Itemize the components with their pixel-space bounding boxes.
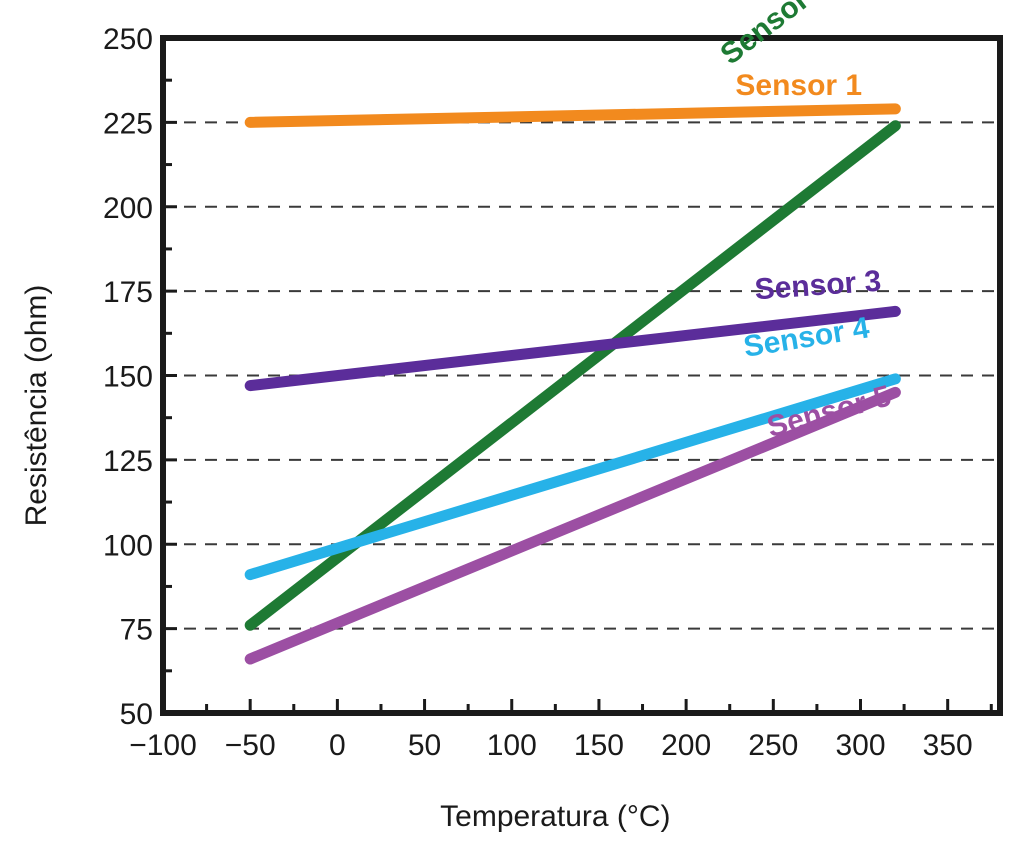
y-tick-label: 200 — [103, 192, 153, 225]
x-tick-label: 200 — [661, 729, 711, 762]
series-line — [244, 305, 901, 392]
x-tick-label: 250 — [748, 729, 798, 762]
x-tick-label: 300 — [835, 729, 885, 762]
series-line — [244, 373, 901, 581]
x-axis-ticks: −100 −50 0 50 100 150 200 250 300 350 — [129, 699, 993, 762]
series-label: Sensor 1 — [735, 69, 862, 102]
y-tick-label: 250 — [103, 23, 153, 56]
x-tick-label: 100 — [487, 729, 537, 762]
x-tick-label: 150 — [574, 729, 624, 762]
y-tick-label: 150 — [103, 361, 153, 394]
series-label: Sensor 5 — [764, 379, 895, 444]
grid-lines — [163, 121, 1000, 630]
y-tick-label: 175 — [103, 276, 153, 309]
x-axis-title: Temperatura (°C) — [440, 800, 670, 833]
x-tick-label: 350 — [923, 729, 973, 762]
series-line — [244, 103, 901, 128]
y-tick-label: 75 — [120, 614, 153, 647]
y-tick-label: 225 — [103, 107, 153, 140]
x-tick-label: −50 — [225, 729, 276, 762]
x-tick-label: 0 — [329, 729, 346, 762]
y-axis-ticks: 50 75 100 125 150 175 200 225 250 — [103, 23, 177, 731]
series-lines — [244, 103, 901, 665]
x-tick-label: −100 — [129, 729, 197, 762]
x-tick-label: 50 — [408, 729, 441, 762]
y-tick-label: 100 — [103, 529, 153, 562]
y-tick-label: 50 — [120, 698, 153, 731]
series-label: Sensor 3 — [754, 265, 883, 307]
y-tick-label: 125 — [103, 445, 153, 478]
y-axis-title: Resistência (ohm) — [20, 285, 53, 527]
series-line — [244, 386, 901, 665]
